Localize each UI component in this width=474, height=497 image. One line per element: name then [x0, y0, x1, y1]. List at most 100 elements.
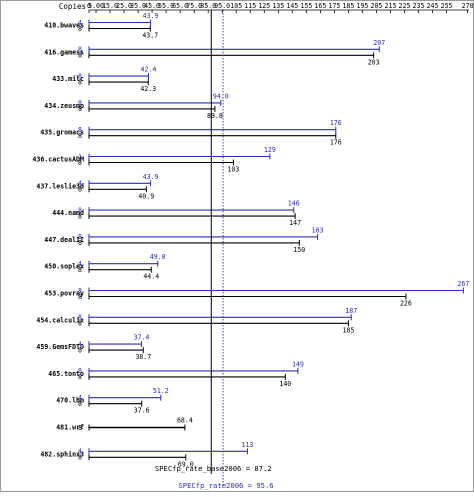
benchmark-name: 482.sphinx3	[40, 450, 84, 458]
peak-value-label: 43.9	[143, 12, 159, 20]
base-copies: 8	[78, 105, 82, 113]
x-tick-label: 65.0	[172, 2, 188, 10]
base-copies: 8	[78, 78, 82, 86]
benchmark-rows: 410.bwaves443.9843.7416.gamess8207820343…	[32, 12, 469, 468]
base-value-label: 226	[400, 300, 412, 308]
copies-header: Copies	[59, 2, 86, 11]
peak-copies: 4	[78, 448, 82, 456]
peak-value-label: 187	[345, 307, 357, 315]
x-tick-label: 175	[328, 2, 340, 10]
base-value-label: 38.7	[135, 353, 151, 361]
peak-value-label: 163	[312, 226, 324, 234]
base-value-label: 68.4	[177, 417, 193, 425]
x-tick-label: 135	[272, 2, 284, 10]
x-tick-label: 15.0	[102, 2, 118, 10]
x-tick-label: 165	[314, 2, 326, 10]
base-copies: 8	[78, 424, 82, 432]
x-tick-label: 35.0	[130, 2, 146, 10]
base-value-label: 203	[368, 58, 380, 66]
peak-summary-label: SPECfp_rate2006 = 95.6	[178, 481, 273, 490]
benchmark-name: 416.gamess	[44, 48, 84, 56]
base-value-label: 43.7	[142, 32, 158, 40]
peak-copies: 4	[78, 19, 82, 27]
benchmark-name: 434.zeusmp	[44, 102, 84, 110]
benchmark-name: 435.gromacs	[40, 129, 84, 137]
peak-copies: 4	[78, 340, 82, 348]
x-tick-label: 25.0	[116, 2, 132, 10]
benchmark-name: 450.soplex	[44, 263, 84, 271]
peak-value-label: 176	[330, 119, 342, 127]
x-tick-label: 145	[286, 2, 298, 10]
x-tick-label: 105	[230, 2, 242, 10]
x-tick-label: 45.0	[144, 2, 160, 10]
benchmark-name: 453.povray	[44, 290, 84, 298]
peak-copies: 8	[78, 314, 82, 322]
base-value-label: 147	[289, 219, 301, 227]
peak-value-label: 146	[288, 200, 300, 208]
peak-value-label: 207	[373, 39, 385, 47]
peak-value-label: 49.0	[150, 253, 166, 261]
x-tick-label: 245	[427, 2, 439, 10]
base-copies: 8	[78, 373, 82, 381]
benchmark-name: 436.cactusADM	[32, 156, 84, 164]
benchmark-name: 465.tonto	[48, 370, 84, 378]
peak-value-label: 149	[292, 360, 304, 368]
peak-value-label: 43.9	[143, 173, 159, 181]
benchmark-name: 459.GemsFDTD	[36, 343, 84, 351]
peak-value-label: 267	[457, 280, 469, 288]
x-tick-label: 205	[370, 2, 382, 10]
benchmark-name: 444.namd	[52, 209, 84, 217]
peak-copies: 8	[78, 72, 82, 80]
peak-copies: 8	[78, 367, 82, 375]
benchmark-name: 470.lbm	[56, 397, 84, 405]
base-copies: 8	[78, 52, 82, 60]
base-value-label: 89.8	[207, 112, 223, 120]
x-tick-label: 95.0	[214, 2, 230, 10]
benchmark-name: 447.dealII	[44, 236, 84, 244]
base-copies: 8	[78, 293, 82, 301]
benchmark-name: 454.calculix	[36, 316, 84, 324]
x-axis: 05.0015.025.035.045.055.065.075.085.095.…	[87, 2, 474, 13]
base-copies: 8	[78, 266, 82, 274]
peak-value-label: 51.2	[153, 387, 169, 395]
peak-copies: 4	[78, 394, 82, 402]
base-copies: 8	[78, 320, 82, 328]
base-value-label: 44.4	[143, 273, 159, 281]
peak-copies: 8	[78, 206, 82, 214]
base-value-label: 37.6	[134, 407, 150, 415]
base-value-label: 140	[279, 380, 291, 388]
peak-copies: 8	[78, 287, 82, 295]
base-value-label: 103	[227, 166, 239, 174]
peak-copies: 8	[78, 233, 82, 241]
x-tick-label: 225	[399, 2, 411, 10]
x-tick-label: 5.00	[88, 2, 104, 10]
base-copies: 8	[78, 400, 82, 408]
peak-value-label: 42.4	[141, 66, 157, 74]
peak-value-label: 129	[264, 146, 276, 154]
base-copies: 8	[78, 239, 82, 247]
base-copies: 8	[78, 186, 82, 194]
x-tick-label: 255	[441, 2, 453, 10]
x-tick-label: 195	[356, 2, 368, 10]
peak-value-label: 37.4	[133, 334, 149, 342]
benchmark-name: 433.milc	[52, 75, 84, 83]
base-value-label: 150	[293, 246, 305, 254]
peak-copies: 4	[78, 180, 82, 188]
base-copies: 8	[78, 212, 82, 220]
base-copies: 8	[78, 132, 82, 140]
base-value-label: 42.3	[140, 85, 156, 93]
peak-copies: 8	[78, 99, 82, 107]
x-tick-label: 155	[300, 2, 312, 10]
